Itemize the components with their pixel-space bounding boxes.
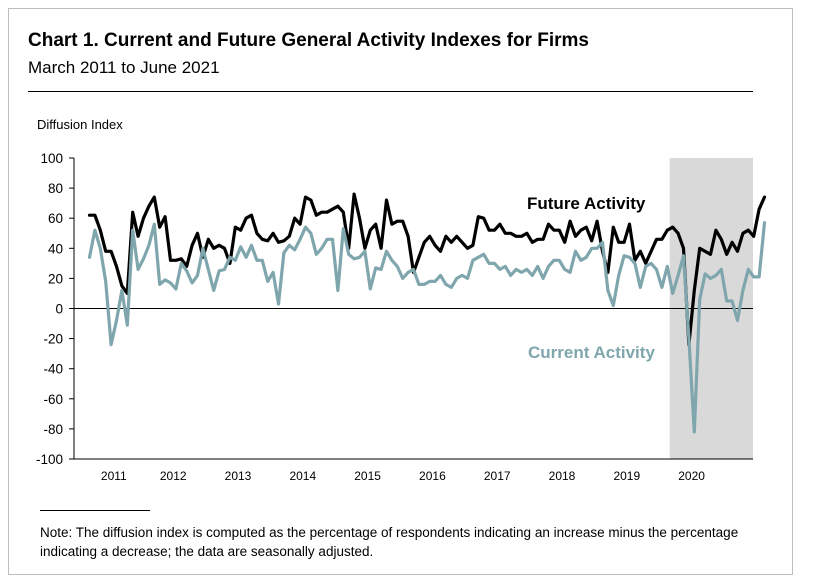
x-tick-label: 2012 [160,469,187,483]
y-tick-label: 40 [48,241,63,256]
y-tick-label: 0 [55,302,63,317]
x-tick-label: 2016 [419,469,446,483]
y-tick-label: 100 [40,151,63,166]
note-divider [40,510,150,511]
y-tick-label: -100 [36,452,63,467]
y-tick-label: 20 [48,271,63,286]
x-tick-label: 2018 [549,469,576,483]
y-axis-title: Diffusion Index [37,117,123,132]
x-tick-label: 2015 [354,469,381,483]
chart-subtitle: March 2011 to June 2021 [28,58,220,77]
title-divider [28,91,753,92]
y-tick-label: 60 [48,211,63,226]
y-tick-label: -40 [43,362,63,377]
x-tick-label: 2019 [613,469,640,483]
future-activity-line [87,192,767,347]
x-tick-label: 2020 [678,469,705,483]
current-activity-label: Current Activity [528,343,655,362]
future-activity-label: Future Activity [527,194,646,213]
x-tick-label: 2011 [101,469,127,483]
y-tick-label: -80 [43,422,63,437]
chart-note: Note: The diffusion index is computed as… [40,525,739,559]
x-tick-label: 2014 [289,469,316,483]
current-activity-line [87,221,767,434]
x-tick-label: 2013 [225,469,252,483]
y-tick-label: -60 [43,392,63,407]
chart-frame [8,8,793,575]
y-tick-label: -20 [43,332,63,347]
x-tick-label: 2017 [484,469,511,483]
y-tick-label: 80 [48,181,63,196]
chart-title: Chart 1. Current and Future General Acti… [28,30,589,51]
